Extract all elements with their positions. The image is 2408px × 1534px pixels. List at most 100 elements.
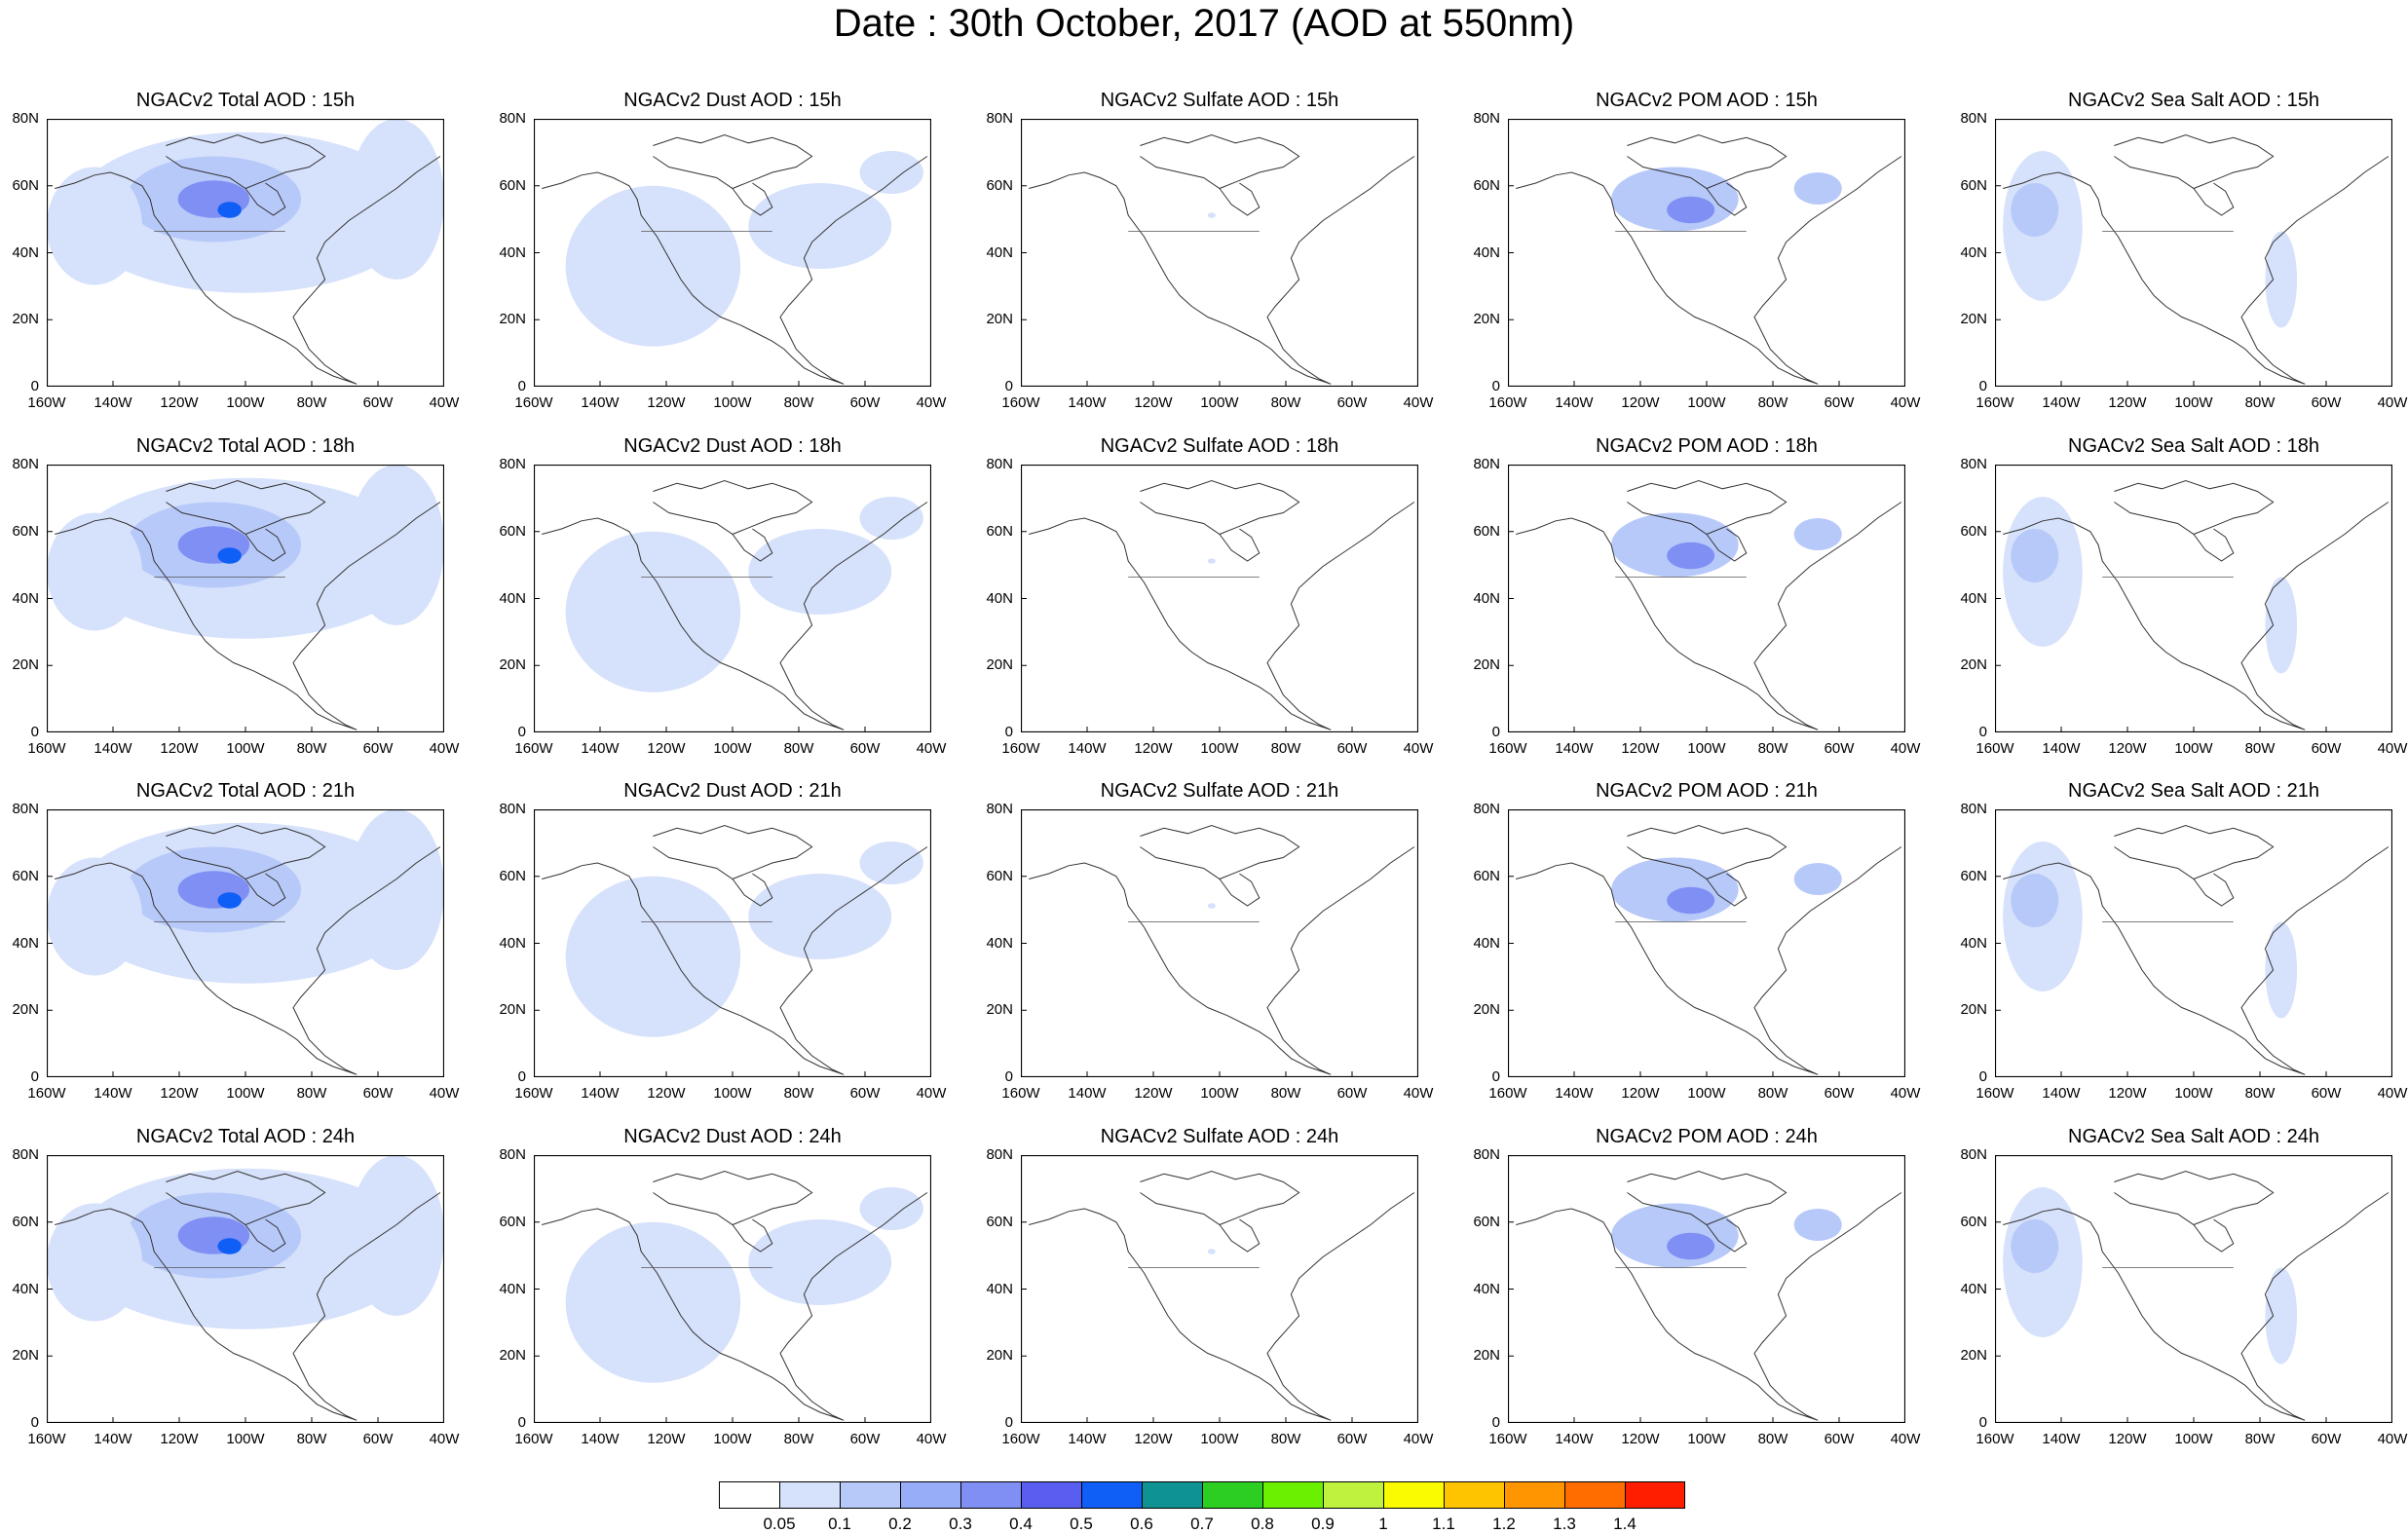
aod-map (1508, 119, 1905, 387)
lat-tick-label: 60N (986, 867, 1013, 884)
lon-tick-label: 40W (429, 740, 460, 757)
arctic-islands (653, 824, 813, 880)
lat-tick-label: 80N (1960, 801, 1987, 817)
lon-tick-label: 60W (1336, 740, 1368, 757)
lon-tick-label: 60W (2311, 1085, 2342, 1102)
aod-field (1667, 542, 1715, 570)
arctic-islands (653, 479, 813, 536)
aod-field (859, 1187, 923, 1230)
lon-tick-label: 60W (849, 394, 881, 411)
lat-tick-label: 80N (1473, 801, 1500, 817)
lon-tick-label: 80W (783, 1085, 814, 1102)
lon-tick-label: 80W (296, 740, 327, 757)
panel-title: NGACv2 Sulfate AOD : 18h (1100, 435, 1339, 457)
lat-tick-label: 60N (1960, 176, 1987, 194)
arctic-islands (1140, 133, 1300, 190)
panel-title: NGACv2 Dust AOD : 21h (623, 780, 842, 802)
panel-title: NGACv2 Dust AOD : 15h (623, 90, 842, 111)
aod-map (1021, 465, 1418, 732)
coastline (542, 502, 928, 730)
coastline (1516, 846, 1902, 1075)
lat-tick-label: 60N (12, 1213, 39, 1230)
lon-tick-label: 120W (160, 1085, 199, 1102)
map-frame (1508, 809, 1905, 1077)
lon-tick-label: 80W (2244, 1431, 2276, 1447)
lat-tick-label: 40N (1473, 934, 1500, 952)
coastline (1029, 1192, 1415, 1421)
lon-tick-label: 120W (1134, 1085, 1173, 1102)
aod-map (1508, 465, 1905, 732)
lat-tick-label: 80N (499, 456, 526, 472)
aod-field (2011, 874, 2059, 927)
lon-tick-label: 120W (1621, 1085, 1660, 1102)
lon-tick-label: 80W (296, 1431, 327, 1447)
lat-tick-label: 20N (499, 1001, 526, 1019)
colorbar-label: 0.7 (1190, 1515, 1214, 1533)
lon-tick-label: 120W (2108, 1431, 2147, 1447)
lat-tick-label: 0 (1978, 378, 1987, 394)
coastline (55, 156, 441, 385)
map-frame (1021, 1155, 1418, 1423)
lon-tick-label: 160W (514, 740, 553, 757)
lon-tick-label: 100W (2174, 394, 2213, 411)
lon-tick-label: 100W (1687, 394, 1726, 411)
coastline (1029, 156, 1415, 385)
colorbar-label: 0.5 (1070, 1515, 1093, 1533)
aod-field (1611, 857, 1739, 922)
aod-field (565, 531, 741, 692)
panel-title: NGACv2 POM AOD : 24h (1596, 1126, 1818, 1147)
lon-tick-label: 80W (1757, 740, 1788, 757)
lat-tick-label: 40N (499, 934, 526, 952)
lon-tick-label: 100W (226, 1431, 265, 1447)
lat-tick-label: 40N (986, 589, 1013, 607)
hudson-bay (1219, 873, 1260, 907)
lat-tick-label: 20N (986, 311, 1013, 328)
lon-tick-label: 140W (94, 394, 132, 411)
lat-tick-label: 0 (1491, 724, 1500, 740)
lon-tick-label: 100W (713, 740, 752, 757)
aod-field (565, 1221, 741, 1383)
panel-title: NGACv2 Sulfate AOD : 21h (1100, 780, 1339, 802)
lat-tick-label: 0 (1004, 378, 1013, 394)
colorbar-swatch (900, 1481, 960, 1509)
lat-tick-label: 80N (12, 456, 39, 472)
lon-tick-label: 40W (1403, 394, 1434, 411)
map-frame (1508, 1155, 1905, 1423)
lon-tick-label: 120W (160, 394, 199, 411)
arctic-islands (2114, 133, 2275, 190)
arctic-islands (2114, 824, 2275, 880)
colorbar-label: 1 (1378, 1515, 1388, 1533)
lon-tick-label: 140W (1555, 740, 1594, 757)
lon-tick-label: 40W (2377, 1431, 2408, 1447)
aod-field (1667, 886, 1715, 915)
lon-tick-label: 120W (647, 1085, 686, 1102)
lat-tick-label: 20N (1473, 1347, 1500, 1365)
lon-tick-label: 120W (647, 1431, 686, 1447)
lat-tick-label: 80N (12, 1146, 39, 1163)
lon-tick-label: 40W (1890, 740, 1921, 757)
lon-tick-label: 80W (2244, 1085, 2276, 1102)
lon-tick-label: 100W (226, 740, 265, 757)
aod-map (47, 1155, 444, 1423)
lat-tick-label: 40N (1473, 589, 1500, 607)
lon-tick-label: 100W (713, 394, 752, 411)
lat-tick-label: 60N (1473, 1213, 1500, 1230)
lon-tick-label: 40W (1403, 740, 1434, 757)
colorbar-label: 1.1 (1432, 1515, 1455, 1533)
lon-tick-label: 40W (1890, 1085, 1921, 1102)
coastline (55, 502, 441, 730)
map-frame (1021, 465, 1418, 732)
lon-tick-label: 140W (94, 740, 132, 757)
coastline (1516, 502, 1902, 730)
arctic-islands (1140, 479, 1300, 536)
aod-field (1611, 167, 1739, 232)
hudson-bay (1706, 528, 1748, 562)
lon-tick-label: 140W (2042, 740, 2081, 757)
lon-tick-label: 60W (1824, 394, 1855, 411)
lon-tick-label: 100W (1200, 1085, 1239, 1102)
panel-title: NGACv2 Total AOD : 18h (135, 435, 356, 457)
lon-tick-label: 80W (2244, 740, 2276, 757)
lat-tick-label: 0 (517, 378, 526, 394)
lat-tick-label: 80N (1960, 1146, 1987, 1163)
coastline (542, 1192, 928, 1421)
